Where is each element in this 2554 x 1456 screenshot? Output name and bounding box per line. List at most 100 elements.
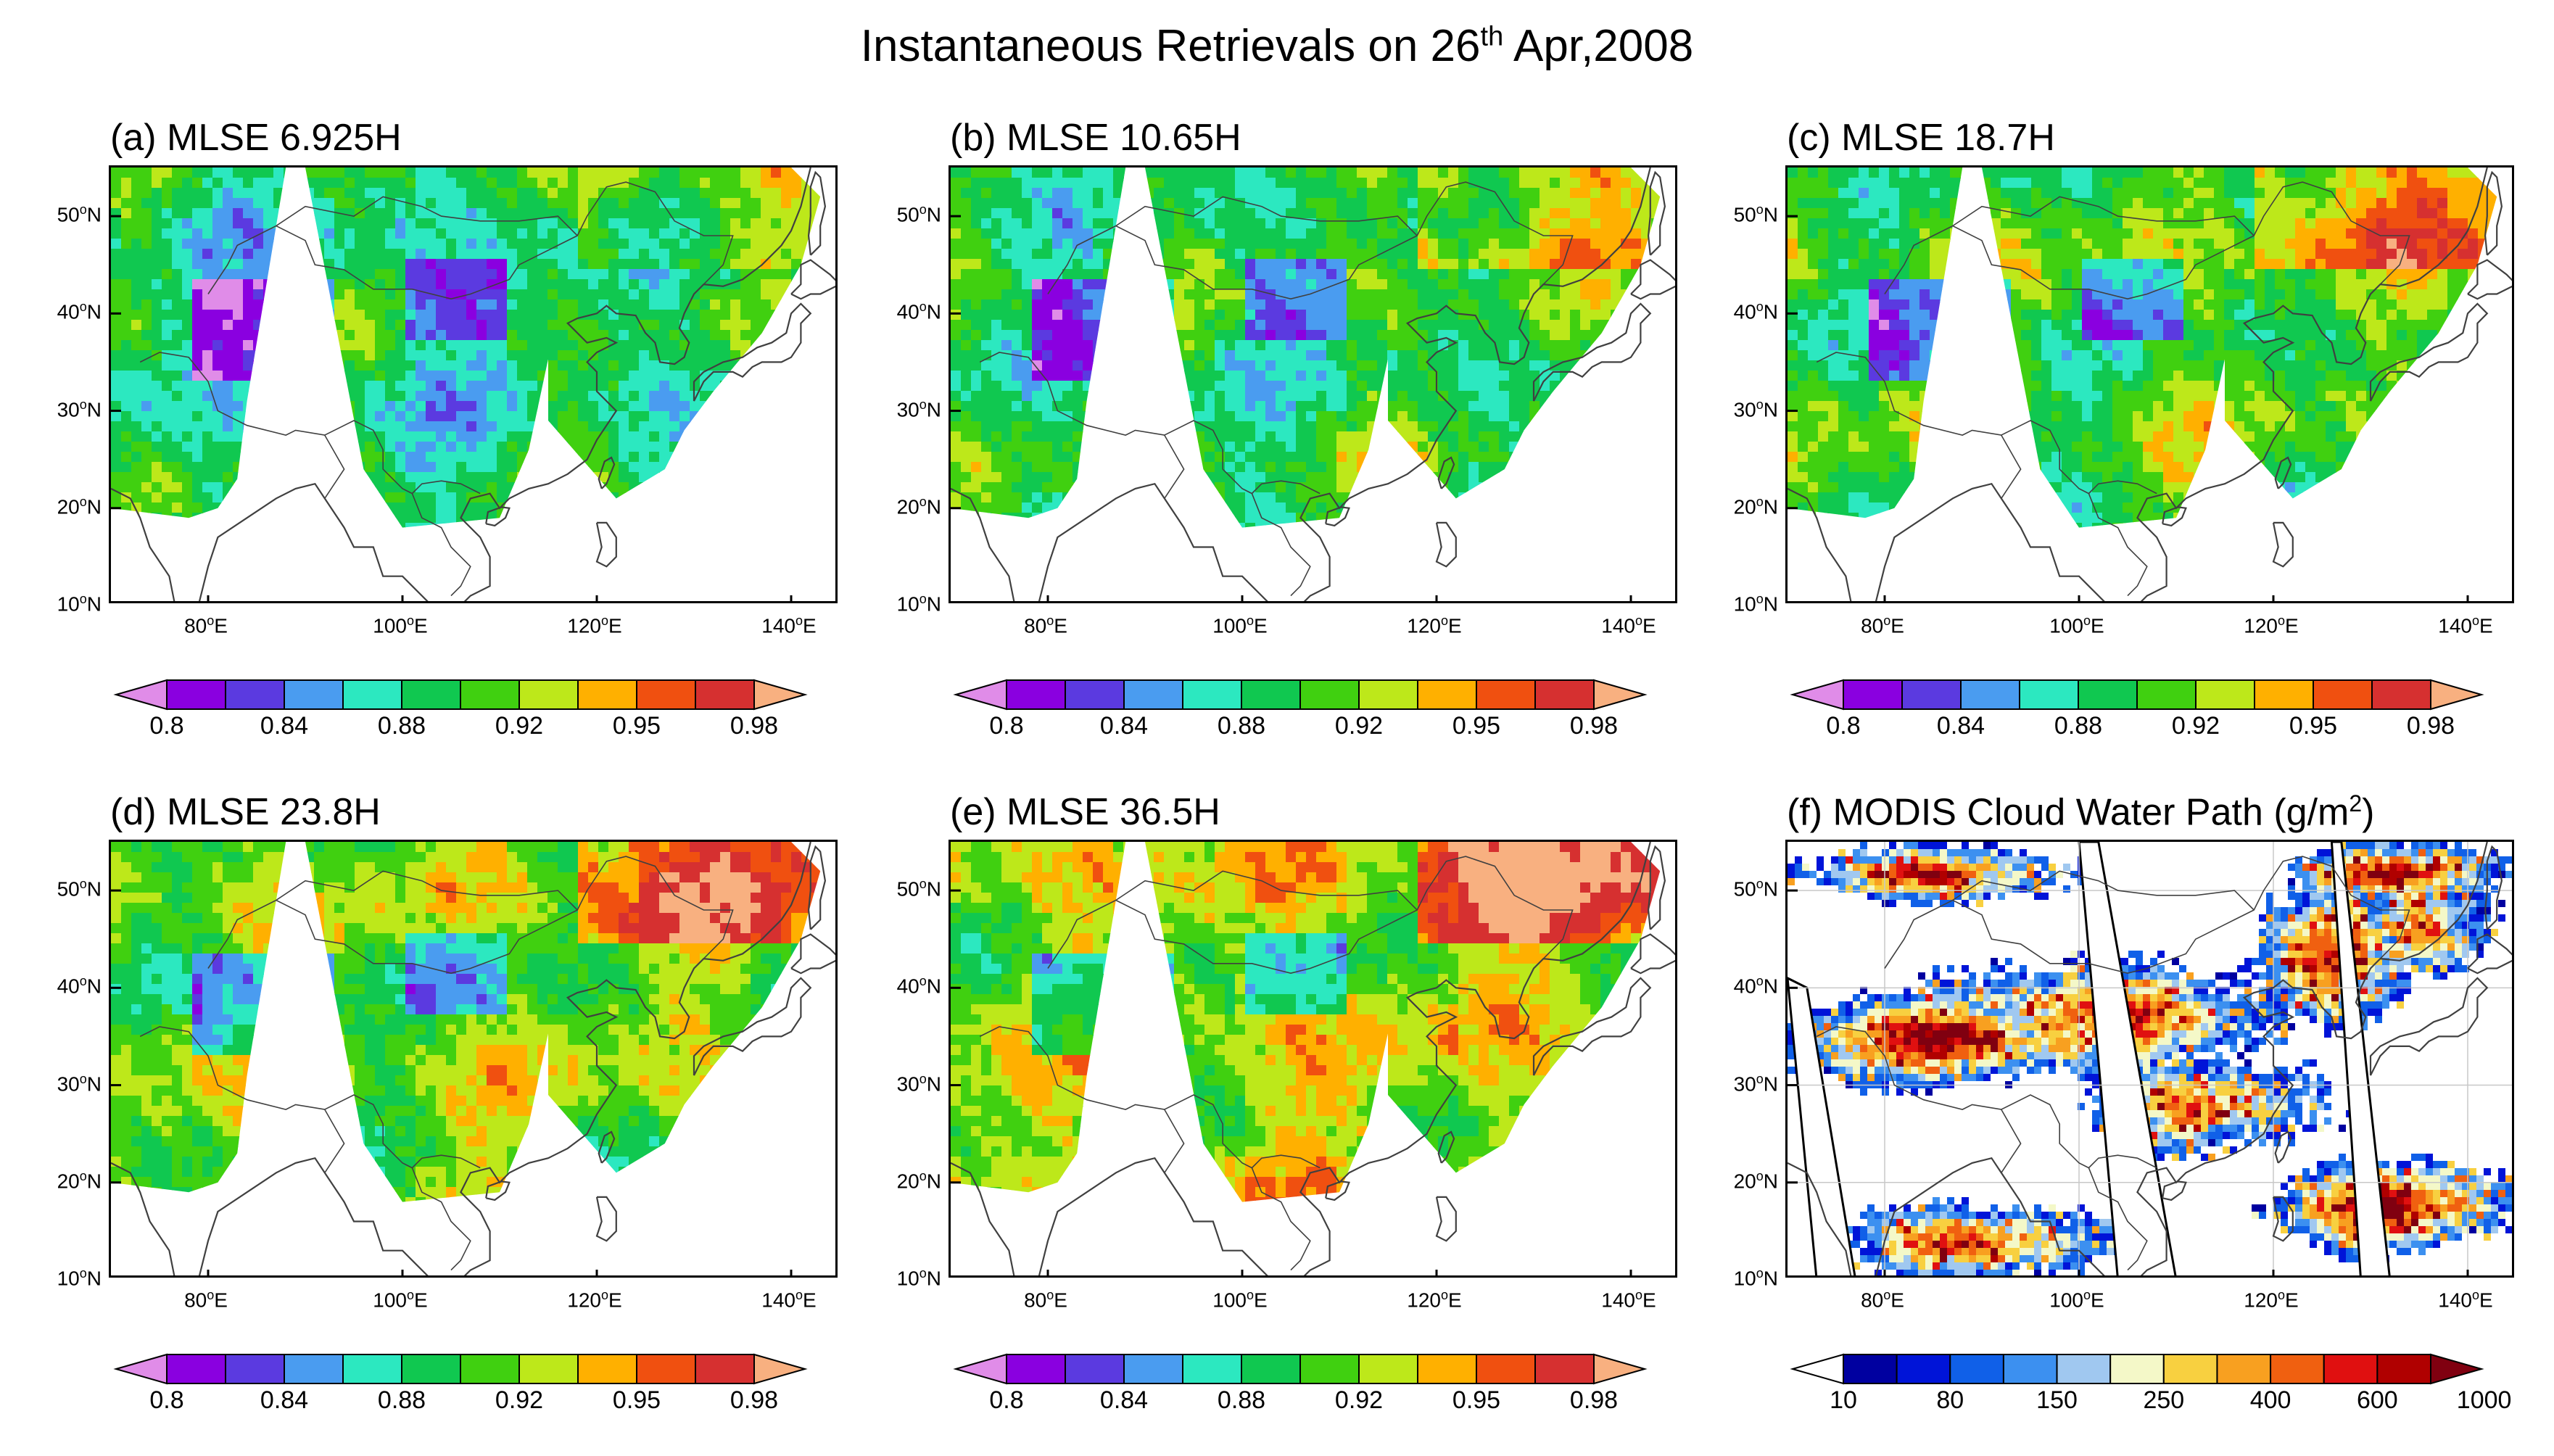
border-line xyxy=(1164,434,1185,499)
lon-value: 140 xyxy=(1601,614,1635,637)
lat-value: 20 xyxy=(1733,495,1756,518)
colorbar-swatch xyxy=(401,679,461,710)
lon-hemisphere: E xyxy=(1448,614,1462,637)
colorbar: 0.8 0.84 0.88 0.92 0.95 0.98 xyxy=(949,674,1681,747)
map-svg xyxy=(951,167,1675,601)
coastline xyxy=(1788,842,2488,1275)
colorbar-swatch xyxy=(2376,1354,2432,1384)
border-line xyxy=(1884,856,2410,975)
colorbar-tick-label: 0.98 xyxy=(1569,712,1619,740)
data-field xyxy=(111,842,821,1202)
coastline xyxy=(598,456,616,489)
colorbar-swatch xyxy=(1534,1354,1595,1384)
coastline xyxy=(1532,302,1652,402)
colorbar-tick-label: 0.98 xyxy=(730,712,779,740)
figure-title-superscript: th xyxy=(1480,21,1504,52)
border-line xyxy=(1816,1026,2157,1169)
colorbar-over-triangle xyxy=(753,679,808,711)
colorbar-tick-label: 0.95 xyxy=(612,1386,661,1414)
lon-value: 80 xyxy=(1861,614,1884,637)
degree-mark: o xyxy=(919,877,927,892)
lon-hemisphere: E xyxy=(1448,1289,1462,1312)
colorbar-tick-label: 0.92 xyxy=(495,712,544,740)
lat-hemisphere: N xyxy=(1763,495,1778,518)
lat-tick-label: 30oN xyxy=(1684,397,1778,421)
degree-mark: o xyxy=(1756,1168,1764,1183)
panel-c: (c) MLSE 18.7H 50oN 40oN 30oN 20oN 10oN 80oE 10… xyxy=(1734,116,2518,747)
colorbar: 10 80 150 250 400 600 1000 xyxy=(1785,1349,2518,1421)
lat-value: 40 xyxy=(57,975,80,998)
lon-value: 100 xyxy=(373,614,407,637)
border-line xyxy=(2088,493,2148,597)
border-line xyxy=(1115,196,1418,236)
degree-mark: o xyxy=(1046,613,1054,628)
degree-mark: o xyxy=(79,494,87,509)
lat-tick-label: 40oN xyxy=(847,974,941,998)
degree-mark: o xyxy=(1756,299,1764,315)
border-line xyxy=(324,434,345,499)
lon-value: 100 xyxy=(373,1289,407,1312)
colorbar: 0.8 0.84 0.88 0.92 0.95 0.98 xyxy=(109,674,841,747)
lat-value: 40 xyxy=(896,300,919,323)
coastline xyxy=(598,1130,616,1164)
lat-tick-label: 20oN xyxy=(7,1169,102,1193)
lat-hemisphere: N xyxy=(926,1072,941,1095)
colorbar-swatch xyxy=(1534,679,1595,710)
coastline xyxy=(2274,456,2292,489)
lon-value: 80 xyxy=(1861,1289,1884,1312)
lat-value: 20 xyxy=(1733,1170,1756,1193)
colorbar-swatch xyxy=(2109,1354,2165,1384)
lat-hemisphere: N xyxy=(926,1170,941,1193)
colorbar-swatch xyxy=(1241,679,1301,710)
coastline xyxy=(1435,1196,1457,1242)
colorbar: 0.8 0.84 0.88 0.92 0.95 0.98 xyxy=(1785,674,2518,747)
colorbar-tick-label: 1000 xyxy=(2456,1386,2512,1414)
lon-tick-label: 140oE xyxy=(738,613,840,637)
colorbar-swatch xyxy=(2216,1354,2272,1384)
lon-tick-label: 100oE xyxy=(2026,613,2128,637)
lon-hemisphere: E xyxy=(1254,1289,1268,1312)
lon-tick-label: 100oE xyxy=(350,613,451,637)
coastline xyxy=(595,521,617,568)
colorbar-swatch xyxy=(342,1354,402,1384)
border-line xyxy=(324,1109,345,1173)
colorbar-swatch xyxy=(1123,679,1183,710)
coastline xyxy=(2162,1180,2187,1201)
lat-hemisphere: N xyxy=(1763,397,1778,421)
degree-mark: o xyxy=(919,494,927,509)
coastline xyxy=(1630,933,1675,975)
colorbar-tick-label: 10 xyxy=(1830,1386,1857,1414)
coastline xyxy=(1435,521,1457,568)
lat-hemisphere: N xyxy=(926,203,941,226)
lat-hemisphere: N xyxy=(1763,1170,1778,1193)
lon-tick-label: 120oE xyxy=(2220,613,2322,637)
colorbar-tick-label: 0.88 xyxy=(1217,1386,1266,1414)
lat-hemisphere: N xyxy=(926,300,941,323)
lat-value: 30 xyxy=(896,397,919,421)
coastline xyxy=(111,167,811,601)
border-line xyxy=(2001,1109,2022,1173)
lat-value: 10 xyxy=(57,592,80,616)
colorbar-svg xyxy=(1790,679,2484,711)
colorbar-tick-label: 0.8 xyxy=(989,712,1024,740)
colorbar-swatch xyxy=(166,679,226,710)
colorbar-swatch xyxy=(401,1354,461,1384)
colorbar-swatch xyxy=(518,1354,579,1384)
border-line xyxy=(1115,870,1418,911)
lon-value: 120 xyxy=(567,614,601,637)
colorbar: 0.8 0.84 0.88 0.92 0.95 0.98 xyxy=(109,1349,841,1421)
colorbar-swatch xyxy=(2162,1354,2218,1384)
lon-hemisphere: E xyxy=(1642,614,1656,637)
colorbar-over-triangle xyxy=(753,1353,808,1385)
map-plot xyxy=(949,840,1677,1278)
lon-tick-label: 120oE xyxy=(1384,1288,1485,1312)
colorbar-tick-label: 0.98 xyxy=(730,1386,779,1414)
lat-value: 50 xyxy=(1733,203,1756,226)
lat-hemisphere: N xyxy=(86,1170,102,1193)
data-field xyxy=(951,167,1661,528)
colorbar-swatch xyxy=(1182,1354,1242,1384)
lon-value: 120 xyxy=(1407,1289,1441,1312)
lat-value: 30 xyxy=(57,1072,80,1095)
degree-mark: o xyxy=(407,613,415,628)
degree-mark: o xyxy=(207,613,215,628)
